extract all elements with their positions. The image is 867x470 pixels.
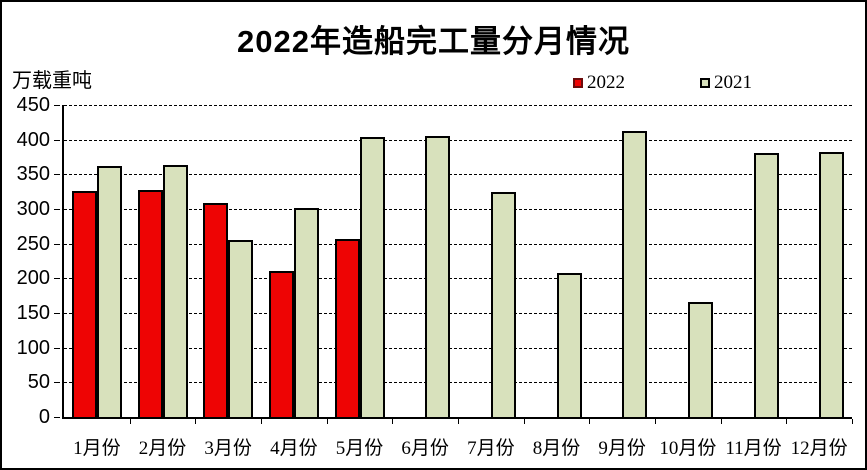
y-tick-400 (54, 139, 60, 141)
bar-2021-7月份 (490, 191, 516, 417)
legend-item-2022: 2022 (573, 72, 625, 94)
x-category-label-7: 7月份 (467, 438, 515, 459)
x-tick-1 (129, 419, 131, 424)
gridline-300 (64, 209, 852, 210)
gridline-400 (64, 139, 852, 141)
bar-2022-1月份 (71, 190, 97, 417)
x-tick-10 (720, 419, 722, 424)
x-category-label-4: 4月份 (270, 438, 318, 459)
y-tick-label-450: 450 (16, 94, 50, 116)
bar-2021-12月份 (819, 152, 845, 417)
bar-2022-5月份 (334, 238, 360, 417)
x-category-label-6: 6月份 (401, 438, 449, 459)
x-category-label-1: 1月份 (73, 438, 121, 459)
y-tick-300 (54, 209, 60, 210)
bar-2021-11月份 (753, 152, 779, 417)
x-tick-8 (589, 419, 591, 424)
bar-2022-2月份 (137, 189, 163, 417)
chart-title: 2022年造船完工量分月情况 (237, 24, 630, 59)
bar-2021-2月份 (162, 164, 188, 417)
y-tick-label-400: 400 (16, 128, 50, 151)
gridline-50 (64, 382, 852, 384)
bar-2022-3月份 (203, 202, 229, 417)
legend-label-2021: 2021 (714, 72, 752, 93)
y-tick-200 (54, 278, 60, 280)
legend: 2022 2021 (2, 72, 865, 94)
x-tick-6 (458, 419, 459, 424)
gridline-100 (64, 347, 852, 349)
bar-2021-9月份 (622, 131, 648, 417)
gridline-200 (64, 278, 852, 280)
gridline-250 (64, 243, 852, 245)
bar-2022-4月份 (268, 271, 294, 417)
bar-2021-3月份 (228, 239, 254, 417)
x-tick-4 (326, 419, 328, 424)
gridline-350 (64, 174, 852, 176)
y-tick-150 (54, 313, 60, 314)
x-tick-5 (392, 419, 394, 424)
x-category-label-8: 8月份 (532, 438, 581, 459)
bar-2021-8月份 (556, 272, 582, 417)
y-tick-label-0: 0 (38, 406, 50, 428)
gridline-450 (64, 105, 852, 106)
bar-2021-6月份 (425, 135, 451, 417)
y-tick-label-200: 200 (16, 267, 50, 290)
y-tick-250 (54, 243, 60, 245)
plot-area (54, 105, 852, 419)
x-category-label-5: 5月份 (335, 438, 384, 459)
y-tick-450 (54, 105, 60, 106)
x-category-label-12: 12月份 (790, 438, 848, 459)
x-category-label-11: 11月份 (725, 438, 782, 459)
x-category-label-9: 9月份 (598, 438, 646, 459)
x-tick-9 (655, 419, 656, 424)
y-tick-label-300: 300 (16, 198, 50, 220)
y-tick-label-150: 150 (16, 302, 50, 324)
x-tick-7 (523, 419, 525, 424)
legend-swatch-2021-icon (700, 78, 710, 88)
legend-swatch-2022-icon (573, 78, 583, 88)
bar-2021-10月份 (687, 301, 713, 417)
x-category-label-10: 10月份 (659, 438, 717, 459)
y-tick-100 (54, 347, 60, 349)
x-category-label-2: 2月份 (138, 438, 187, 459)
legend-label-2022: 2022 (587, 72, 625, 93)
y-tick-label-250: 250 (16, 232, 50, 255)
bar-2021-5月份 (359, 136, 385, 417)
y-tick-50 (54, 382, 60, 384)
y-tick-0 (54, 417, 60, 418)
y-tick-350 (54, 174, 60, 176)
x-tick-2 (195, 419, 197, 424)
x-category-label-3: 3月份 (204, 438, 252, 459)
x-tick-3 (261, 419, 262, 424)
bar-2021-4月份 (293, 207, 319, 417)
y-tick-label-350: 350 (16, 163, 50, 186)
x-tick-11 (786, 419, 788, 424)
bar-2021-1月份 (96, 166, 122, 417)
y-tick-label-100: 100 (16, 336, 50, 359)
x-tick-12 (852, 419, 853, 424)
gridline-150 (64, 313, 852, 314)
y-axis-unit-label: 万载重吨 (12, 70, 92, 92)
y-tick-label-50: 50 (27, 371, 50, 394)
legend-item-2021: 2021 (700, 72, 752, 94)
